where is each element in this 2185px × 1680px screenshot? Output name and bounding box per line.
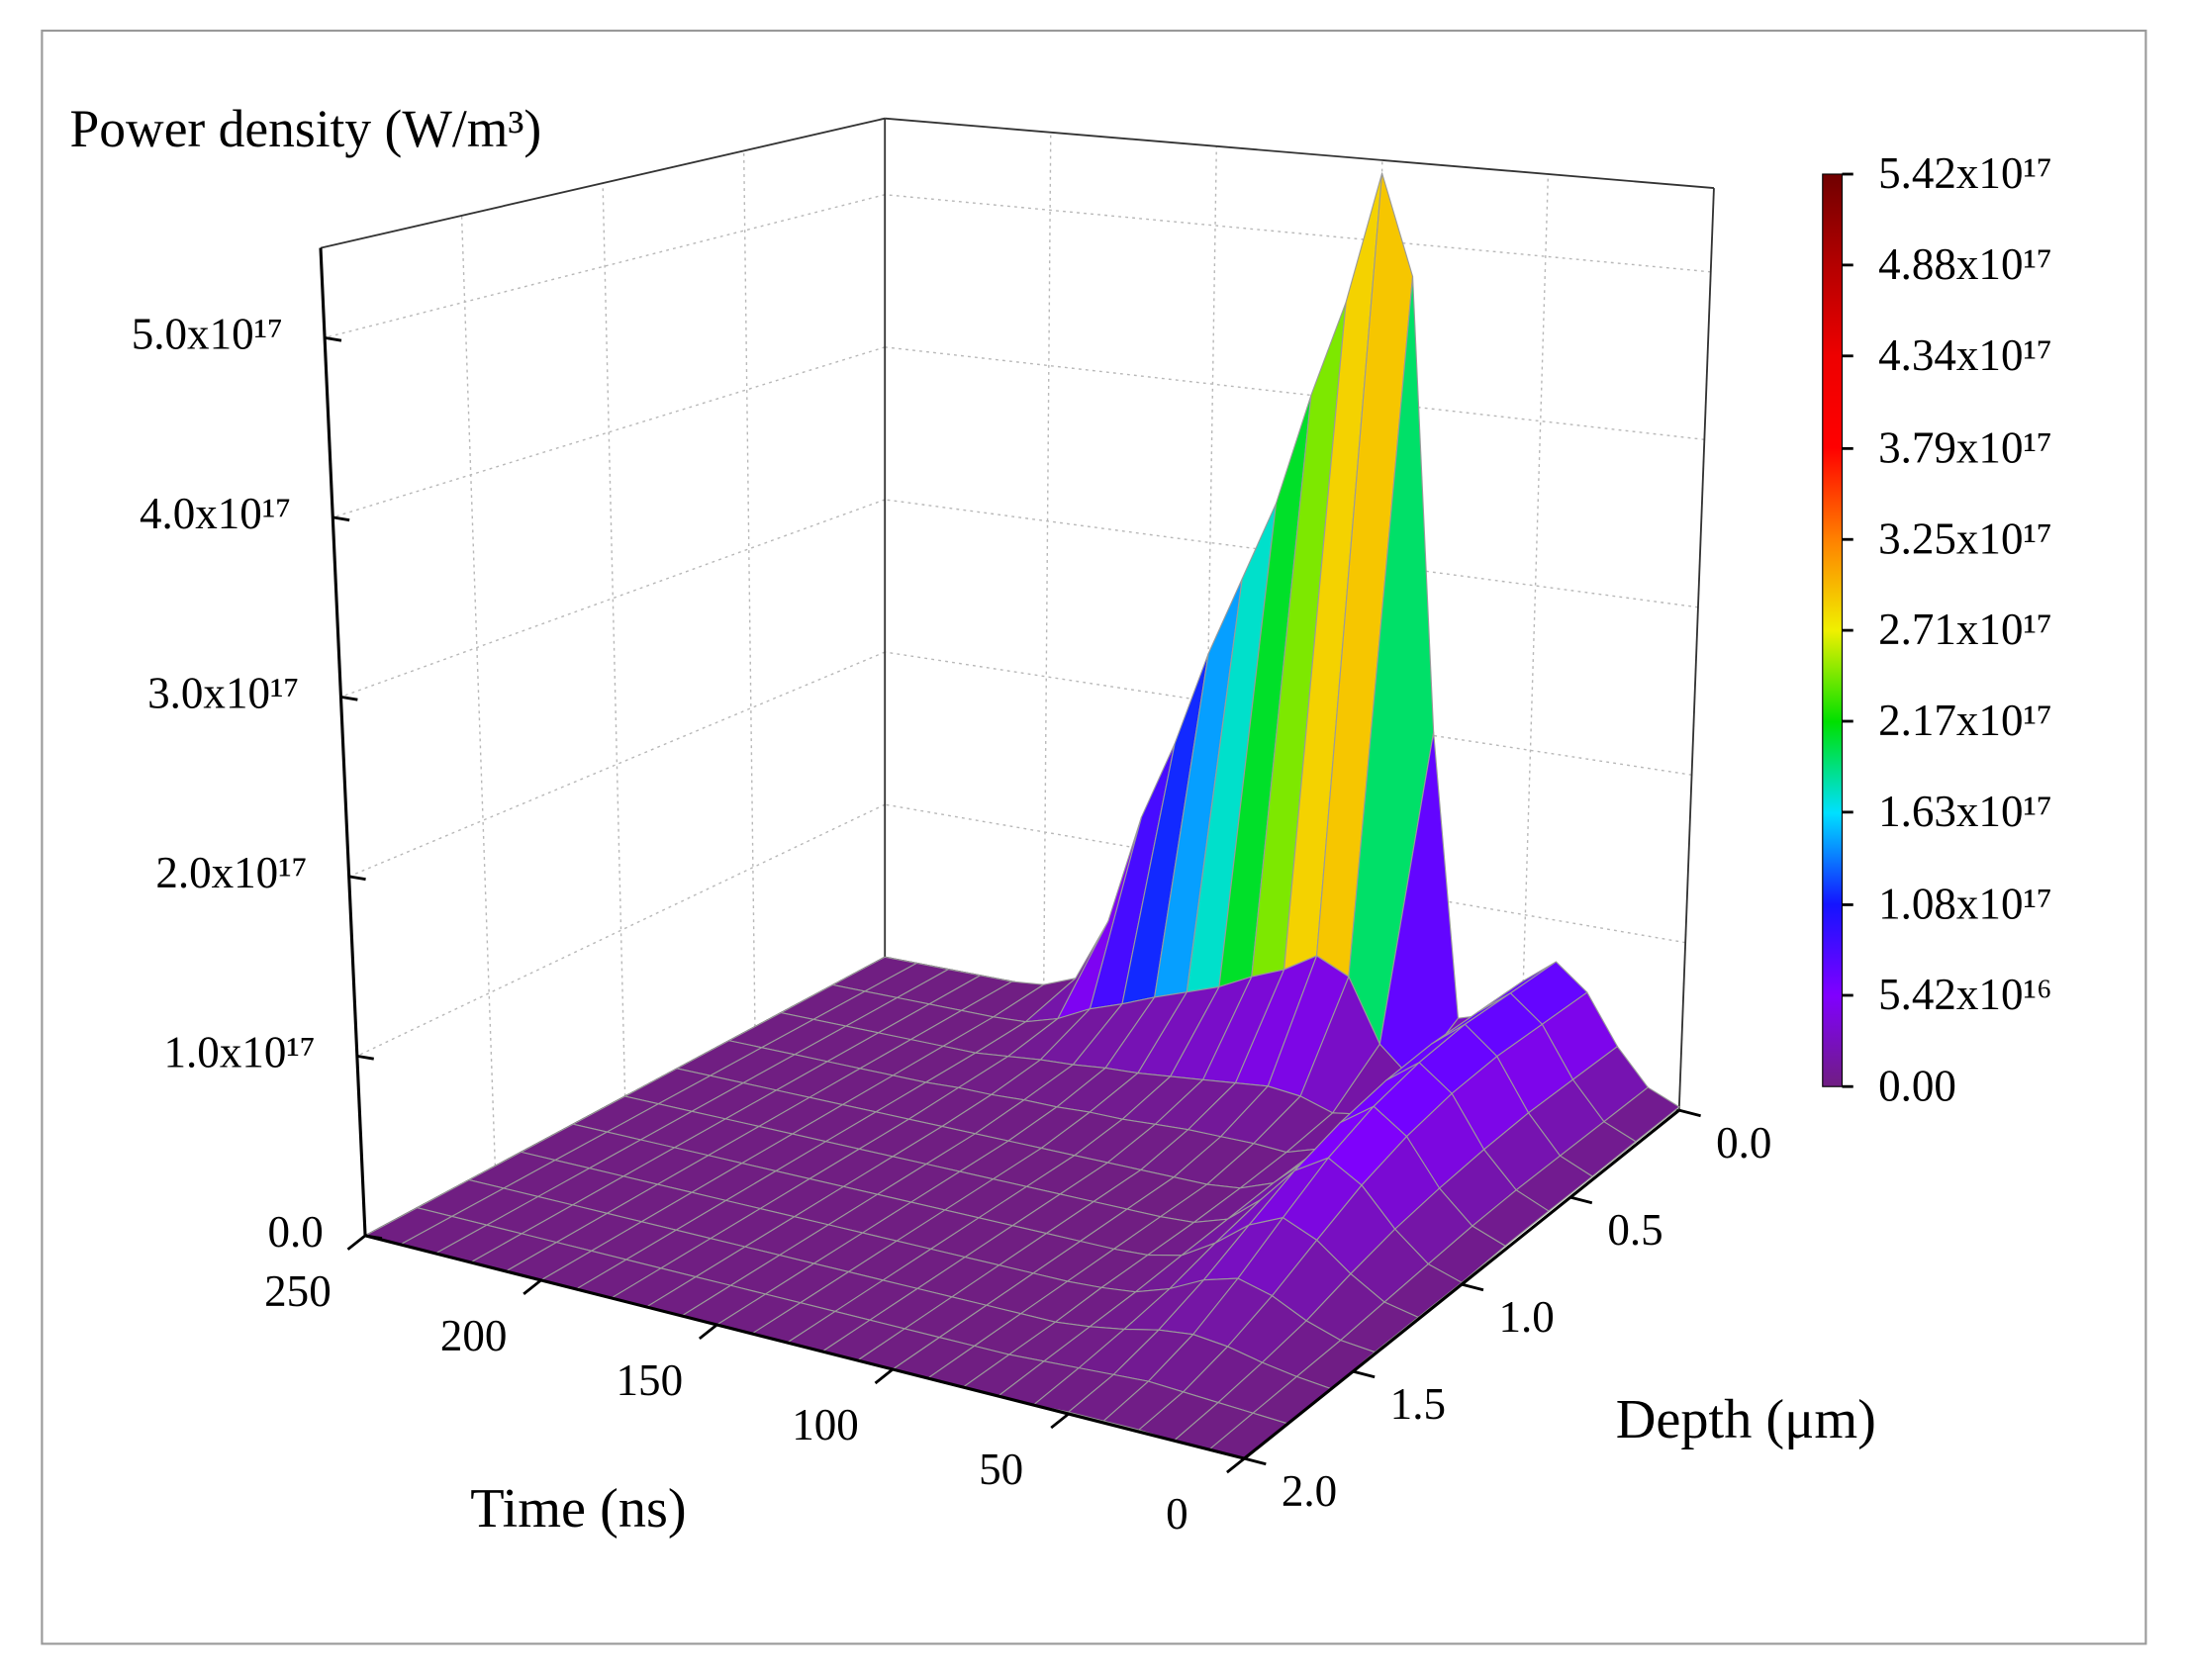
colorbar — [1822, 173, 1844, 1087]
x-tick-label: 250 — [264, 1266, 332, 1316]
colorbar-tick-label: 1.08x10¹⁷ — [1878, 880, 2052, 929]
grid-line — [885, 499, 1699, 608]
colorbar-tick-label: 3.25x10¹⁷ — [1878, 513, 2052, 563]
x-axis-line — [364, 1234, 1245, 1460]
y-axis-title: Depth (μm) — [1616, 1389, 1876, 1450]
x-axis-title: Time (ns) — [470, 1478, 686, 1540]
x-tick — [874, 1367, 894, 1385]
z-tick — [340, 695, 358, 701]
x-tick-label: 150 — [617, 1355, 684, 1405]
colorbar-tick-label: 1.63x10¹⁷ — [1878, 787, 2052, 836]
colorbar-tick-label: 5.42x10¹⁶ — [1878, 970, 2052, 1019]
grid-line — [1043, 132, 1052, 988]
box-edge — [885, 117, 1715, 189]
y-tick — [1244, 1456, 1267, 1466]
y-tick — [1352, 1369, 1376, 1379]
z-tick — [364, 1234, 383, 1241]
z-tick — [324, 335, 342, 342]
x-tick — [1050, 1412, 1070, 1430]
grid-line — [1519, 173, 1550, 1080]
y-tick — [1461, 1282, 1484, 1292]
z-axis-title: Power density (W/m³) — [70, 99, 542, 158]
y-tick-label: 0.5 — [1607, 1205, 1662, 1255]
z-tick-label: 3.0x10¹⁷ — [147, 669, 299, 718]
grid-line — [324, 194, 886, 339]
colorbar-tick-label: 3.79x10¹⁷ — [1878, 422, 2052, 472]
z-tick-label: 4.0x10¹⁷ — [140, 489, 291, 538]
z-tick — [348, 875, 366, 882]
x-tick-label: 200 — [440, 1311, 508, 1360]
colorbar-tick-label: 4.88x10¹⁷ — [1878, 239, 2052, 289]
y-tick — [1678, 1108, 1701, 1118]
colorbar-tick-label: 4.34x10¹⁷ — [1878, 330, 2052, 380]
grid-line — [602, 183, 626, 1097]
colorbar-tick-label: 5.42x10¹⁷ — [1878, 148, 2052, 198]
box-edge — [1677, 188, 1715, 1111]
x-tick — [1226, 1457, 1246, 1474]
z-axis-line — [319, 247, 367, 1236]
z-tick-label: 1.0x10¹⁷ — [164, 1028, 316, 1077]
z-tick — [332, 515, 350, 522]
colorbar-tick-label: 2.17x10¹⁷ — [1878, 696, 2052, 745]
y-tick-label: 0.0 — [1716, 1118, 1771, 1167]
grid-line — [332, 346, 886, 518]
grid-line — [1201, 145, 1218, 1019]
grid-line — [340, 499, 886, 699]
y-tick — [1569, 1195, 1593, 1205]
y-tick-label: 1.0 — [1499, 1292, 1555, 1342]
colorbar-tick-label: 2.71x10¹⁷ — [1878, 605, 2052, 654]
x-tick — [522, 1278, 542, 1295]
colorbar-tick-label: 0.00 — [1878, 1061, 1956, 1110]
z-tick-label: 0.0 — [267, 1207, 323, 1257]
x-tick — [346, 1234, 366, 1251]
x-tick-label: 100 — [792, 1400, 859, 1449]
y-tick-label: 1.5 — [1390, 1379, 1446, 1429]
box-edge — [320, 117, 886, 249]
y-tick-label: 2.0 — [1282, 1466, 1337, 1516]
x-tick — [698, 1323, 718, 1341]
grid-line — [885, 194, 1711, 273]
z-tick — [356, 1054, 374, 1061]
z-tick-label: 2.0x10¹⁷ — [155, 848, 307, 897]
z-tick-label: 5.0x10¹⁷ — [132, 310, 283, 359]
grid-line — [460, 215, 497, 1167]
x-tick-label: 50 — [979, 1445, 1023, 1494]
grid-line — [885, 346, 1705, 440]
x-tick-label: 0 — [1166, 1489, 1188, 1539]
